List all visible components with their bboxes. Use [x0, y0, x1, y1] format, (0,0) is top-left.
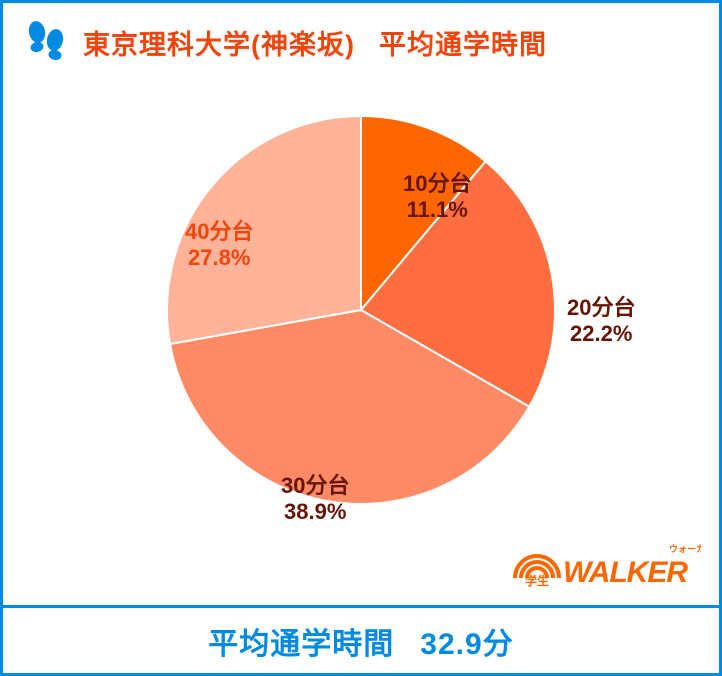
logo-jp: 学生 — [525, 573, 549, 588]
slice-label: 10分台11.1% — [403, 171, 471, 224]
walker-logo: 学生 WALKER ウォーカー — [511, 538, 701, 595]
title-subtitle: 平均通学時間 — [379, 30, 547, 60]
slice-label-line2: 22.2% — [567, 321, 635, 347]
slice-label-line1: 30分台 — [281, 473, 349, 499]
footsteps-icon — [23, 19, 69, 65]
logo-ruby: ウォーカー — [669, 544, 701, 554]
pie-chart: 10分台11.1% 20分台22.2% 30分台38.9% 40分台27.8% — [3, 65, 719, 555]
slice-label: 30分台38.9% — [281, 473, 349, 526]
footer-value: 32.9分 — [420, 628, 513, 661]
pie-svg — [163, 112, 559, 508]
title-university: 東京理科大学(神楽坂) — [83, 30, 355, 60]
footer-bar: 平均通学時間 32.9分 — [3, 605, 719, 673]
footer-label: 平均通学時間 — [208, 628, 394, 661]
slice-label-line1: 10分台 — [403, 171, 471, 197]
slice-label-line1: 20分台 — [567, 295, 635, 321]
logo-en: WALKER — [563, 556, 688, 589]
footer-text: 平均通学時間 32.9分 — [208, 619, 513, 663]
page-title: 東京理科大学(神楽坂) 平均通学時間 — [83, 23, 547, 62]
slice-label-line2: 27.8% — [185, 245, 253, 271]
header: 東京理科大学(神楽坂) 平均通学時間 — [3, 3, 719, 65]
slice-label: 40分台27.8% — [185, 219, 253, 272]
slice-label-line2: 11.1% — [403, 197, 471, 223]
slice-label-line1: 40分台 — [185, 219, 253, 245]
slice-label-line2: 38.9% — [281, 499, 349, 525]
slice-label: 20分台22.2% — [567, 295, 635, 348]
chart-frame: 東京理科大学(神楽坂) 平均通学時間 10分台11.1% 20分台22.2% 30分台… — [0, 0, 722, 676]
